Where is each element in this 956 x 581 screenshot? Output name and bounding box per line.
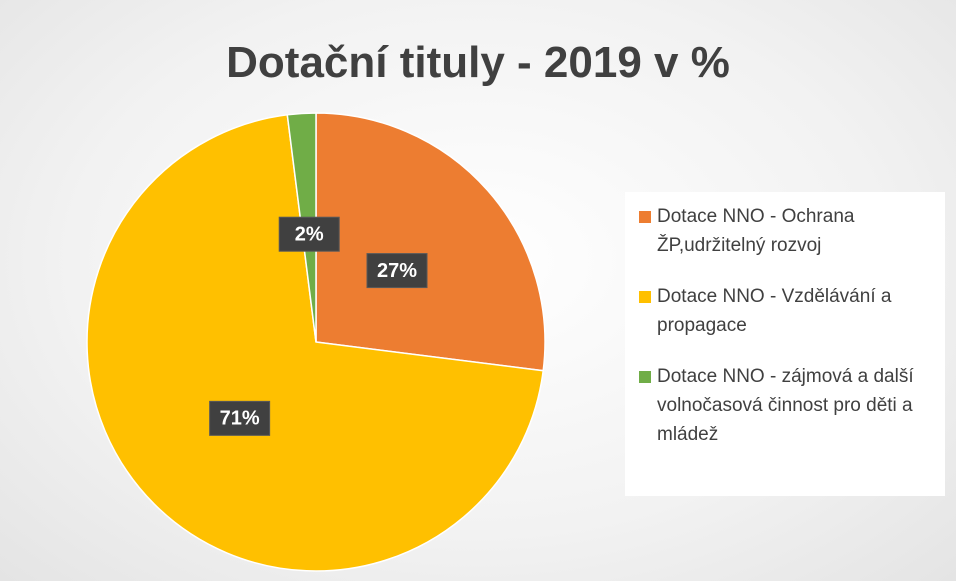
- data-label: 71%: [209, 400, 271, 436]
- data-label-box: [278, 216, 340, 252]
- legend-label: Dotace NNO - Vzdělávání a propagace: [657, 286, 892, 336]
- data-label-text: 27%: [377, 260, 417, 282]
- data-label-text: 2%: [295, 223, 324, 245]
- legend-label: Dotace NNO - Ochrana ŽP,udržitelný rozvo…: [657, 206, 855, 256]
- pie-slice: [86, 113, 545, 572]
- legend-swatch: [639, 211, 651, 223]
- legend-entry: Dotace NNO - Vzdělávání a propagace: [635, 282, 935, 340]
- legend-entry: Dotace NNO - Ochrana ŽP,udržitelný rozvo…: [635, 202, 935, 260]
- chart-title: Dotační tituly - 2019 v %: [226, 38, 730, 87]
- legend-swatch: [639, 371, 651, 383]
- legend-label: Dotace NNO - zájmová a další volnočasová…: [657, 366, 914, 445]
- data-label-box: [209, 400, 271, 436]
- pie-slice: [315, 112, 546, 372]
- data-label: 2%: [278, 216, 340, 252]
- legend-swatch: [639, 291, 651, 303]
- data-label: 27%: [366, 253, 428, 289]
- legend: Dotace NNO - Ochrana ŽP,udržitelný rozvo…: [625, 192, 945, 496]
- legend-entry: Dotace NNO - zájmová a další volnočasová…: [635, 362, 935, 449]
- data-label-text: 71%: [220, 408, 260, 430]
- data-label-box: [366, 253, 428, 289]
